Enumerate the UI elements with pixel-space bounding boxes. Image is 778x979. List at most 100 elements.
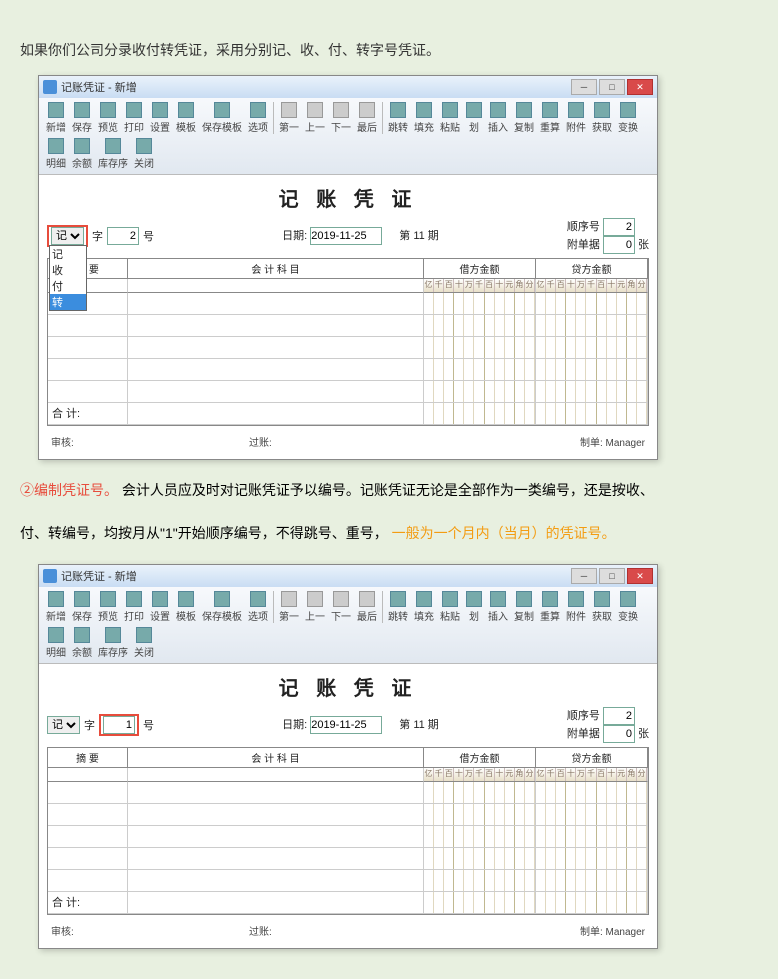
toolbar-btn[interactable]: 关闭: [131, 136, 157, 172]
table-row[interactable]: [48, 337, 648, 359]
table-row[interactable]: [48, 826, 648, 848]
table-row[interactable]: [48, 381, 648, 403]
table-row[interactable]: [48, 782, 648, 804]
attach-input[interactable]: [603, 725, 635, 743]
toolbar-btn[interactable]: 明细: [43, 136, 69, 172]
titlebar: 记账凭证 - 新增 ─ □ ✕: [39, 565, 657, 587]
toolbar-btn[interactable]: 插入: [485, 589, 511, 625]
toolbar-btn[interactable]: 获取: [589, 589, 615, 625]
toolbar-btn[interactable]: 重算: [537, 100, 563, 136]
toolbar-btn[interactable]: 保存模板: [199, 589, 245, 625]
toolbar-btn[interactable]: 附件: [563, 589, 589, 625]
toolbar-nav-btn[interactable]: 下一: [328, 589, 354, 625]
hao-label: 号: [143, 228, 154, 244]
toolbar-btn[interactable]: 选项: [245, 100, 271, 136]
toolbar-btn[interactable]: 余额: [69, 625, 95, 661]
toolbar-btn[interactable]: 填充: [411, 589, 437, 625]
toolbar-nav-btn[interactable]: 最后: [354, 100, 380, 136]
footer-audit: 审核:: [51, 434, 249, 449]
toolbar-btn[interactable]: 保存: [69, 589, 95, 625]
toolbar-btn[interactable]: 库存序: [95, 625, 131, 661]
toolbar-btn[interactable]: 插入: [485, 100, 511, 136]
date-input[interactable]: [310, 227, 382, 245]
toolbar-btn[interactable]: 新增: [43, 100, 69, 136]
maximize-button[interactable]: □: [599, 79, 625, 95]
footer-maker: 制单: Manager: [447, 923, 645, 938]
seq-label: 顺序号: [567, 221, 600, 233]
col-summary: 摘 要: [48, 748, 128, 768]
table-row[interactable]: [48, 359, 648, 381]
attach-input[interactable]: [603, 236, 635, 254]
close-button[interactable]: ✕: [627, 79, 653, 95]
toolbar-nav-btn[interactable]: 下一: [328, 100, 354, 136]
table-row[interactable]: [48, 804, 648, 826]
toolbar-btn[interactable]: 打印: [121, 589, 147, 625]
toolbar-btn[interactable]: 余额: [69, 136, 95, 172]
para2-red: ②编制凭证号。: [20, 482, 118, 498]
seq-label: 顺序号: [567, 710, 600, 722]
toolbar-btn[interactable]: 重算: [537, 589, 563, 625]
toolbar-btn[interactable]: 选项: [245, 589, 271, 625]
app-icon: [43, 80, 57, 94]
toolbar-nav-btn[interactable]: 上一: [302, 100, 328, 136]
voucher-number-input[interactable]: [103, 716, 135, 734]
toolbar-btn[interactable]: 保存模板: [199, 100, 245, 136]
toolbar-btn[interactable]: 预览: [95, 589, 121, 625]
app-icon: [43, 569, 57, 583]
col-debit: 借方金额: [424, 748, 536, 768]
toolbar-btn[interactable]: 保存: [69, 100, 95, 136]
toolbar-btn[interactable]: 新增: [43, 589, 69, 625]
voucher-grid: 摘 要 会 计 科 目 借方金额 贷方金额 亿千百十万千百十元角分 亿千百十万千…: [47, 258, 649, 426]
hao-label: 号: [143, 717, 154, 733]
para3-a: 付、转编号，均按月从"1"开始顺序编号，不得跳号、重号，: [20, 525, 388, 541]
seq-input[interactable]: [603, 218, 635, 236]
minimize-button[interactable]: ─: [571, 568, 597, 584]
toolbar-btn[interactable]: 模板: [173, 100, 199, 136]
toolbar-btn[interactable]: 打印: [121, 100, 147, 136]
maximize-button[interactable]: □: [599, 568, 625, 584]
toolbar-btn[interactable]: 跳转: [385, 100, 411, 136]
toolbar-btn[interactable]: 复制: [511, 100, 537, 136]
toolbar-btn[interactable]: 变换: [615, 100, 641, 136]
table-row[interactable]: [48, 870, 648, 892]
toolbar-btn[interactable]: 设置: [147, 100, 173, 136]
toolbar-btn[interactable]: 获取: [589, 100, 615, 136]
toolbar-nav-btn[interactable]: 第一: [276, 589, 302, 625]
seq-input[interactable]: [603, 707, 635, 725]
toolbar-btn[interactable]: 划: [463, 100, 485, 136]
toolbar-btn[interactable]: 预览: [95, 100, 121, 136]
toolbar-btn[interactable]: 关闭: [131, 625, 157, 661]
toolbar-nav-btn[interactable]: 第一: [276, 100, 302, 136]
para3: 付、转编号，均按月从"1"开始顺序编号，不得跳号、重号， 一般为一个月内（当月）…: [20, 521, 758, 546]
voucher-number-input[interactable]: [107, 227, 139, 245]
toolbar-btn[interactable]: 模板: [173, 589, 199, 625]
type-dropdown-list[interactable]: 记收付转: [49, 245, 87, 311]
type-select[interactable]: 记: [47, 716, 80, 734]
type-select[interactable]: 记: [51, 227, 84, 245]
toolbar-nav-btn[interactable]: 上一: [302, 589, 328, 625]
toolbar-btn[interactable]: 附件: [563, 100, 589, 136]
toolbar-btn[interactable]: 变换: [615, 589, 641, 625]
toolbar-btn[interactable]: 设置: [147, 589, 173, 625]
toolbar-nav-btn[interactable]: 最后: [354, 589, 380, 625]
table-row[interactable]: [48, 848, 648, 870]
toolbar-btn[interactable]: 复制: [511, 589, 537, 625]
toolbar-btn[interactable]: 跳转: [385, 589, 411, 625]
table-row[interactable]: [48, 293, 648, 315]
date-input[interactable]: [310, 716, 382, 734]
table-row[interactable]: [48, 315, 648, 337]
number-highlight: [99, 714, 139, 736]
close-button[interactable]: ✕: [627, 568, 653, 584]
date-label: 日期:: [282, 719, 307, 731]
toolbar-btn[interactable]: 粘贴: [437, 100, 463, 136]
toolbar-btn[interactable]: 库存序: [95, 136, 131, 172]
period-label: 第 11 期: [399, 719, 439, 731]
toolbar-btn[interactable]: 明细: [43, 625, 69, 661]
toolbar-btn[interactable]: 粘贴: [437, 589, 463, 625]
doc-title: 记 账 凭 证: [47, 183, 649, 212]
toolbar-btn[interactable]: 划: [463, 589, 485, 625]
toolbar-btn[interactable]: 填充: [411, 100, 437, 136]
type-select-highlight: 记 记收付转: [47, 225, 88, 247]
para2-rest: 会计人员应及时对记账凭证予以编号。记账凭证无论是全部作为一类编号，还是按收、: [122, 482, 654, 498]
minimize-button[interactable]: ─: [571, 79, 597, 95]
